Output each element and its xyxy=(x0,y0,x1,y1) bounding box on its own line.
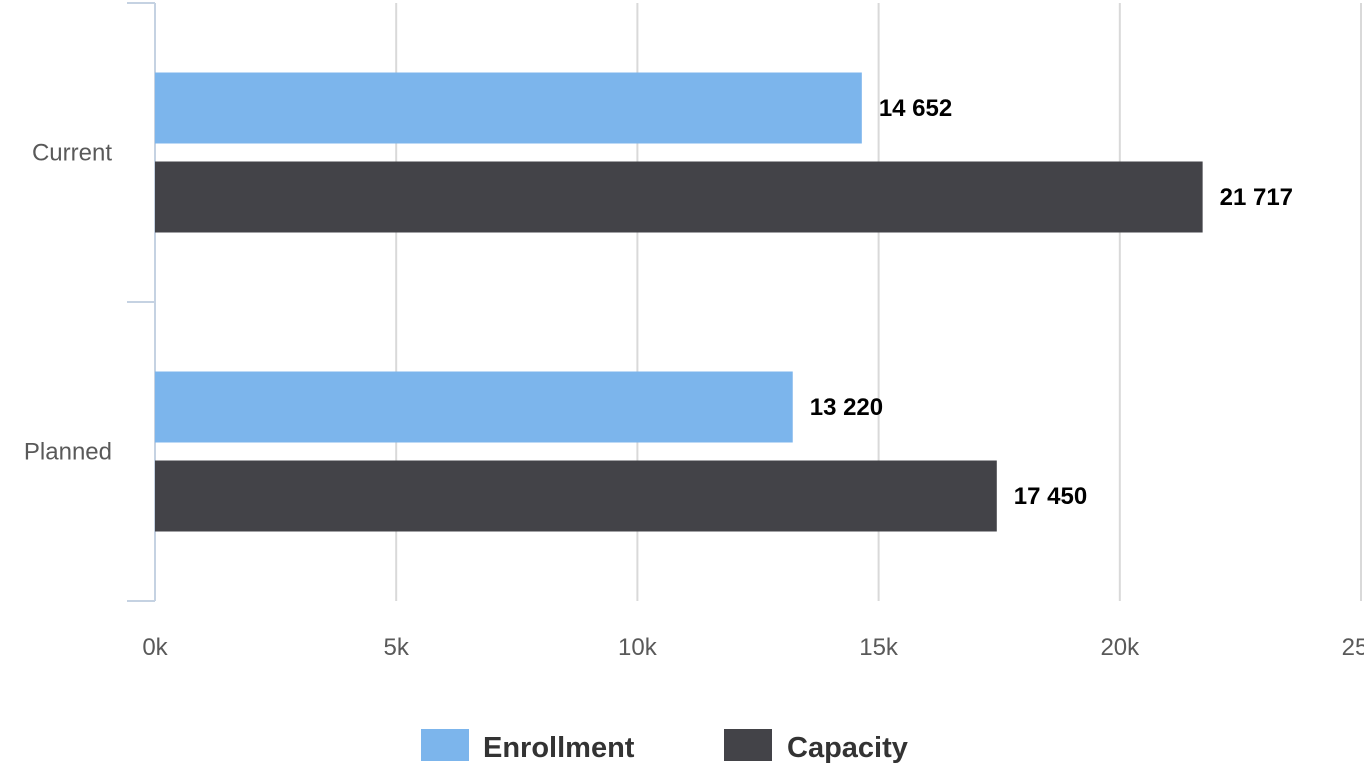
x-axis-tick-labels: 0k 5k 10k 15k 20k 25k xyxy=(142,634,1364,661)
category-label: Current xyxy=(32,140,112,167)
legend-label: Enrollment xyxy=(483,732,635,764)
x-tick-label: 20k xyxy=(1100,634,1140,661)
legend-swatch-capacity xyxy=(724,729,772,761)
bar-capacity-planned xyxy=(155,460,997,532)
x-tick-label: 10k xyxy=(618,634,658,661)
x-tick-label: 15k xyxy=(859,634,899,661)
x-tick-label: 5k xyxy=(384,634,410,661)
data-label: 13 220 xyxy=(810,394,883,421)
bar-enrollment-planned xyxy=(155,371,793,443)
x-tick-label: 0k xyxy=(142,634,168,661)
data-label: 21 717 xyxy=(1220,184,1293,211)
bar-enrollment-current xyxy=(155,72,862,144)
bar-capacity-current xyxy=(155,161,1203,233)
category-label: Planned xyxy=(24,439,112,466)
category-axis xyxy=(127,2,156,602)
category-labels: Current Planned xyxy=(24,140,112,466)
legend-label: Capacity xyxy=(787,732,908,764)
legend-swatch-enrollment xyxy=(421,729,469,761)
data-label: 14 652 xyxy=(879,95,952,122)
data-label: 17 450 xyxy=(1014,483,1087,510)
bars xyxy=(155,72,1203,532)
legend: Enrollment Capacity xyxy=(421,729,908,764)
data-labels: 14 652 21 717 13 220 17 450 xyxy=(810,95,1293,510)
x-tick-label: 25k xyxy=(1342,634,1364,661)
